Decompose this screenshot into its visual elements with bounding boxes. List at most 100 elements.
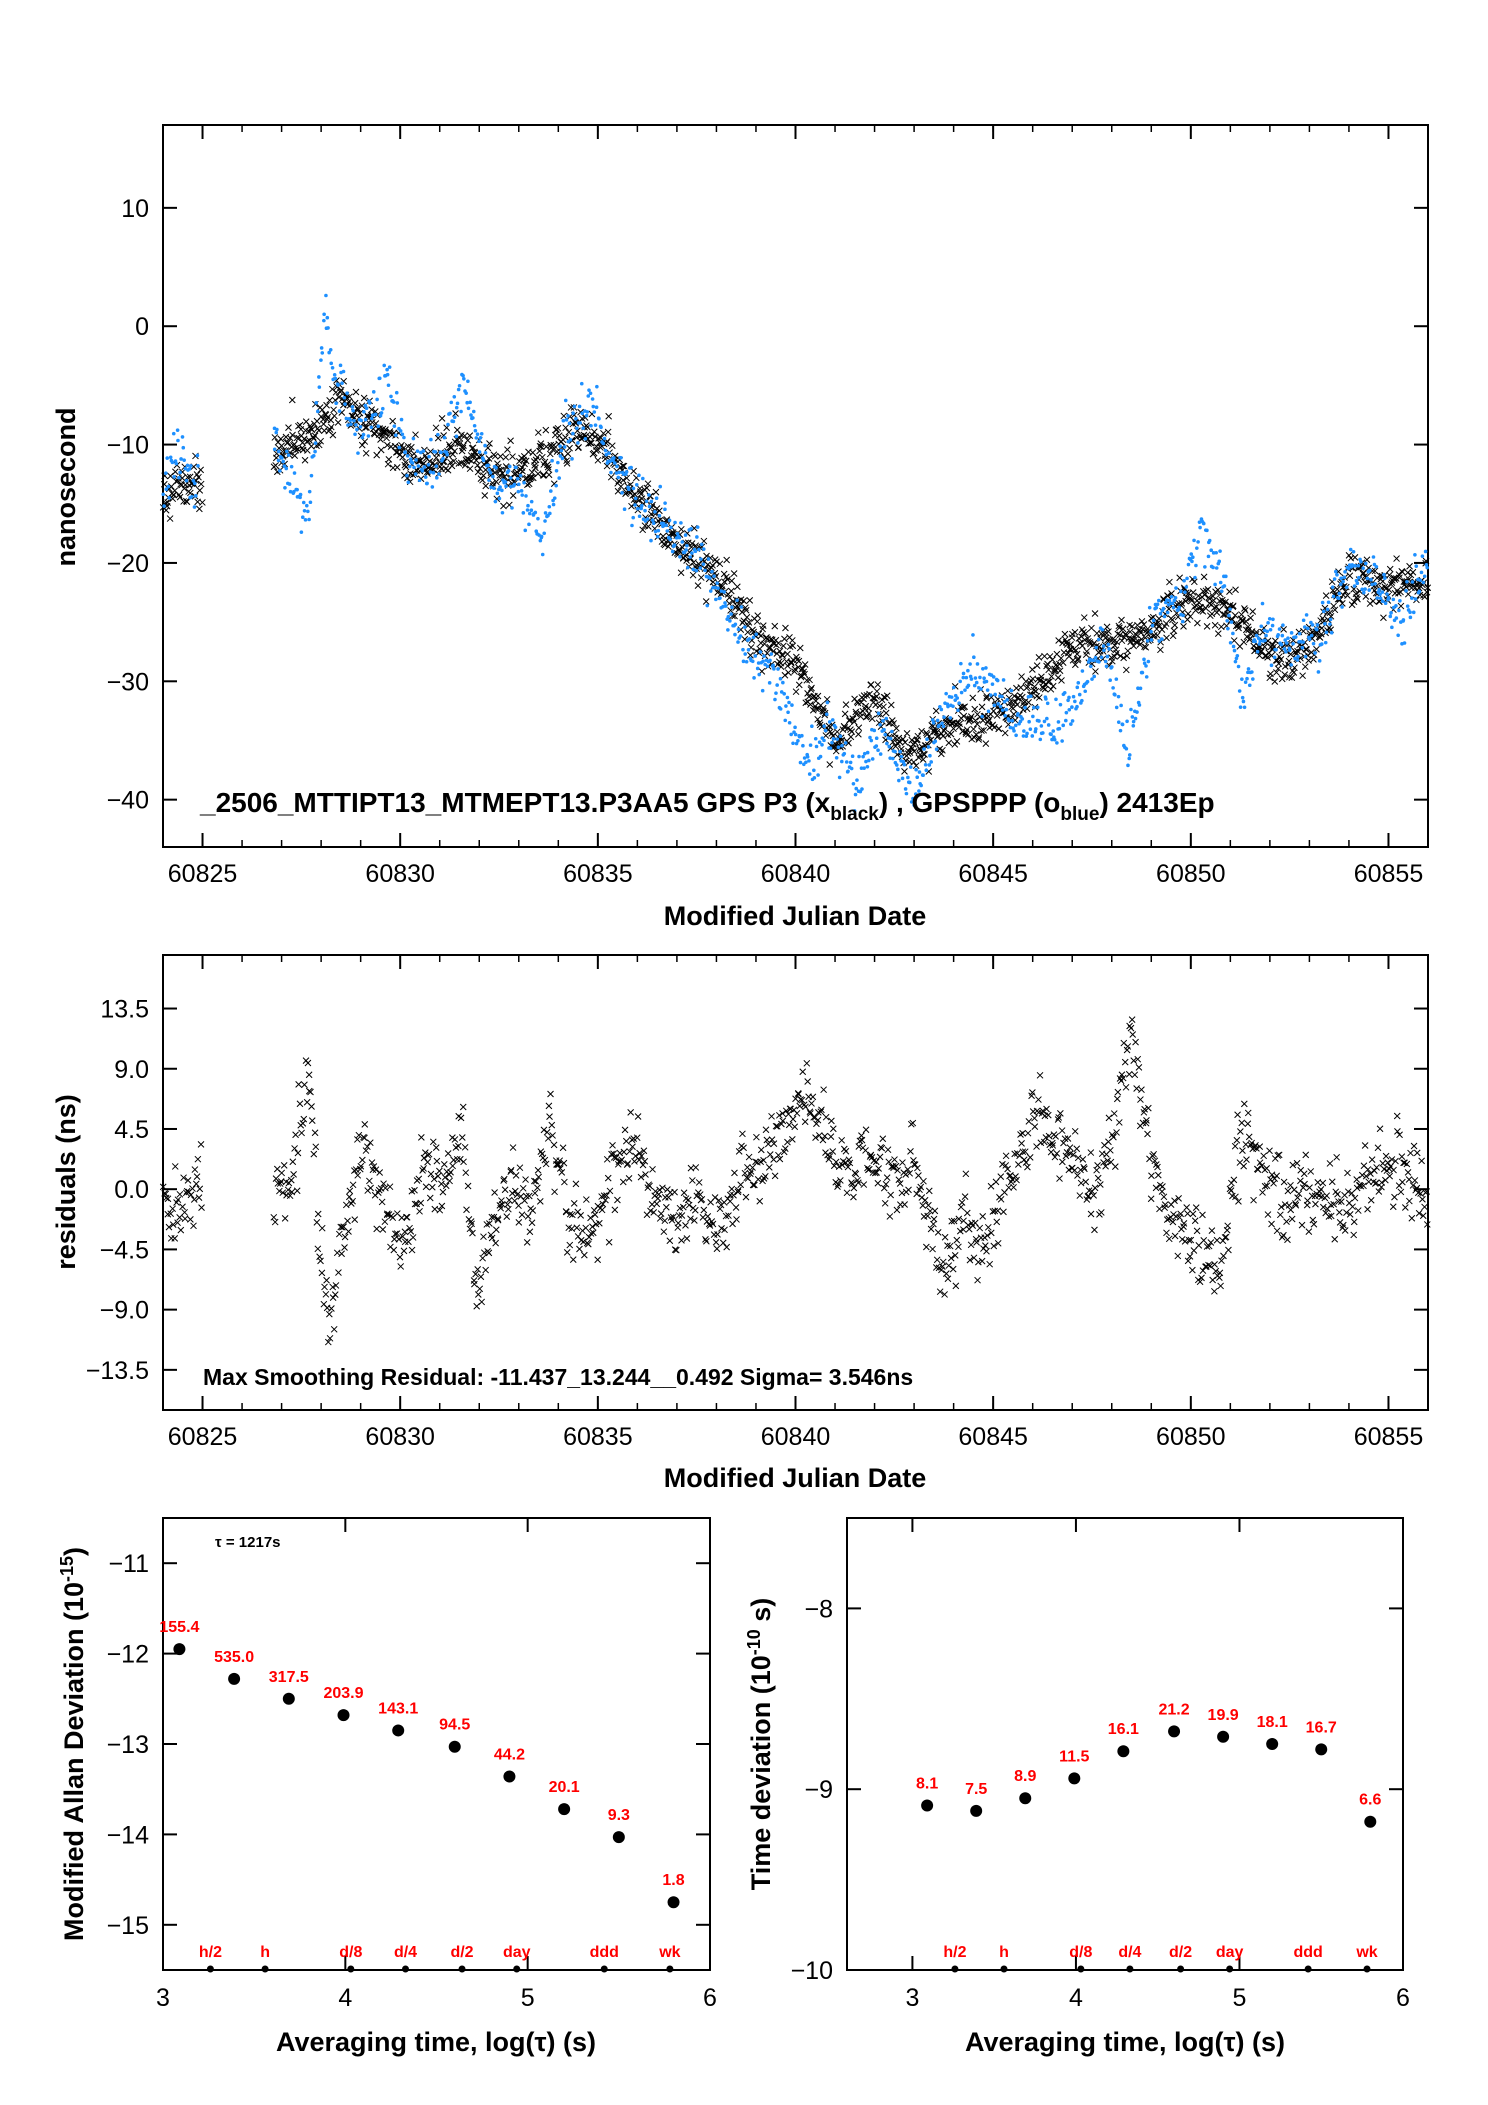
blue-point <box>653 510 657 514</box>
black-point <box>1200 573 1208 581</box>
black-point <box>454 440 462 447</box>
blue-point <box>771 663 775 668</box>
stability-point <box>392 1724 405 1737</box>
black-point <box>603 462 611 470</box>
residual-point <box>1178 1235 1186 1243</box>
blue-point <box>1181 613 1185 618</box>
black-point <box>1168 590 1175 597</box>
stability-point <box>1117 1745 1130 1758</box>
residual-point <box>314 1210 322 1218</box>
blue-point <box>182 458 186 462</box>
black-point <box>1004 687 1012 695</box>
blue-point <box>978 675 982 680</box>
black-point <box>1292 648 1299 656</box>
black-point <box>1232 586 1239 594</box>
residual-point <box>752 1158 759 1166</box>
black-point <box>1330 602 1338 610</box>
black-point <box>472 457 480 464</box>
black-point <box>771 622 779 630</box>
blue-point <box>615 464 619 469</box>
residual-point <box>187 1191 195 1199</box>
blue-point <box>1305 626 1310 631</box>
blue-point <box>1367 588 1372 592</box>
residual-point <box>604 1174 612 1182</box>
blue-point <box>733 632 737 637</box>
residual-point <box>1367 1170 1374 1177</box>
residual-point <box>901 1201 908 1208</box>
x-tick-label: 60825 <box>168 1423 238 1451</box>
y-tick-label: 13.5 <box>100 996 149 1024</box>
blue-point <box>1142 657 1146 662</box>
residual-point <box>1094 1174 1102 1182</box>
blue-point <box>1177 605 1182 610</box>
residual-point <box>803 1059 811 1067</box>
blue-point <box>858 789 863 794</box>
blue-point <box>1103 659 1108 664</box>
black-point <box>1273 669 1280 676</box>
blue-point <box>1114 677 1119 681</box>
blue-point <box>896 767 900 772</box>
residual-point <box>728 1185 736 1193</box>
black-point <box>1214 586 1222 594</box>
black-point <box>995 725 1003 732</box>
residual-point <box>1058 1127 1066 1134</box>
y-tick-label: −13.5 <box>86 1357 149 1385</box>
residual-point <box>1397 1188 1405 1196</box>
blue-point <box>1213 582 1217 587</box>
black-point <box>1261 643 1268 651</box>
black-point <box>789 642 797 650</box>
blue-point <box>554 468 559 473</box>
black-point <box>1126 628 1134 636</box>
blue-point <box>439 450 443 455</box>
residual-point <box>1394 1128 1401 1135</box>
residual-point <box>1354 1207 1362 1214</box>
blue-point <box>475 432 480 436</box>
residual-point <box>1052 1132 1059 1140</box>
blue-point <box>1010 718 1015 723</box>
blue-point <box>1135 710 1139 714</box>
black-point <box>1299 672 1306 680</box>
black-point <box>688 540 696 547</box>
blue-point <box>822 738 826 743</box>
blue-point <box>807 759 811 763</box>
residual-point <box>1253 1145 1260 1152</box>
x-tick-label: 60840 <box>761 1423 831 1451</box>
blue-point <box>899 754 904 759</box>
blue-point <box>431 470 436 475</box>
blue-point <box>571 411 575 416</box>
black-point <box>453 426 461 434</box>
residual-point <box>1014 1161 1022 1168</box>
blue-point <box>386 383 391 388</box>
residual-point <box>941 1291 948 1298</box>
residual-point <box>1312 1200 1319 1208</box>
blue-point <box>1012 729 1016 733</box>
blue-point <box>865 765 870 769</box>
residual-point <box>1414 1189 1422 1197</box>
black-point <box>802 699 810 707</box>
residual-point <box>1258 1162 1266 1170</box>
blue-point <box>437 472 441 476</box>
residual-point <box>625 1174 633 1182</box>
black-point <box>461 461 469 469</box>
blue-point <box>465 400 469 405</box>
blue-point <box>1110 665 1114 669</box>
residual-point <box>341 1244 348 1251</box>
black-point <box>299 439 306 447</box>
blue-point <box>375 397 379 402</box>
residual-point <box>477 1273 485 1281</box>
residual-point <box>519 1184 527 1192</box>
blue-point <box>1051 729 1056 733</box>
black-point <box>485 455 493 462</box>
black-point <box>1133 631 1140 639</box>
residual-point <box>934 1229 942 1236</box>
blue-point <box>722 590 726 594</box>
residual-point <box>1144 1104 1152 1112</box>
residual-point <box>1193 1227 1201 1235</box>
residual-point <box>734 1186 742 1194</box>
blue-point <box>558 444 562 449</box>
residual-point <box>187 1215 194 1223</box>
blue-point <box>1258 639 1263 643</box>
blue-point <box>912 803 916 807</box>
residual-point <box>992 1178 1000 1186</box>
blue-point <box>885 741 889 746</box>
